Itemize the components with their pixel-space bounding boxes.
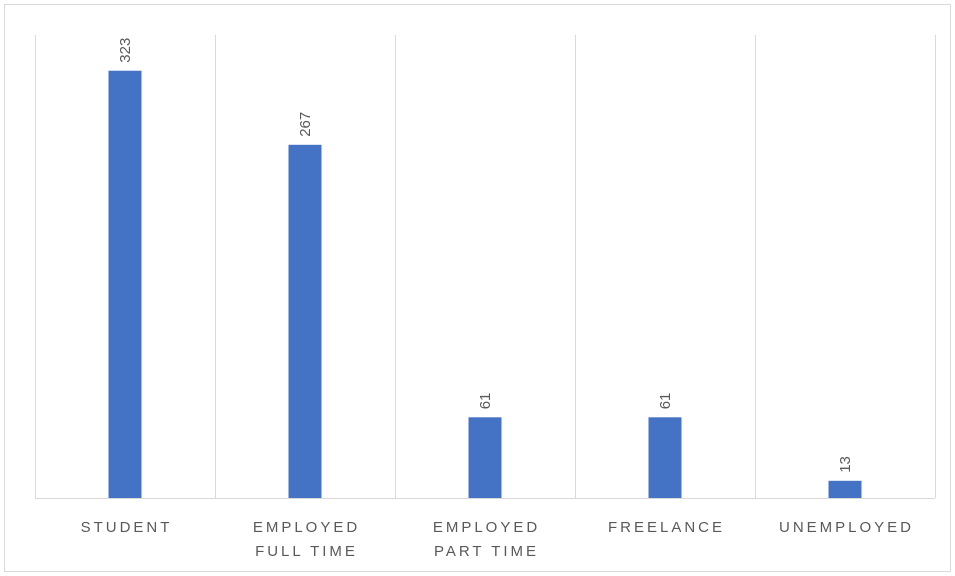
data-label: 61: [657, 393, 674, 410]
data-label: 61: [477, 393, 494, 410]
data-label: 323: [117, 38, 134, 63]
bar: [648, 417, 682, 498]
category-label: UNEMPLOYED: [779, 519, 914, 536]
bar: [468, 417, 502, 498]
bar: [108, 70, 142, 499]
data-label: 13: [837, 456, 854, 473]
category-label: PART TIME: [434, 543, 539, 560]
bar: [288, 144, 322, 498]
category-label: EMPLOYED: [433, 519, 540, 536]
data-label: 267: [297, 112, 314, 137]
category-label: FULL TIME: [255, 543, 358, 560]
bar: [828, 480, 862, 498]
category-label: EMPLOYED: [253, 519, 360, 536]
category-label: FREELANCE: [608, 519, 725, 536]
category-label: STUDENT: [81, 519, 173, 536]
